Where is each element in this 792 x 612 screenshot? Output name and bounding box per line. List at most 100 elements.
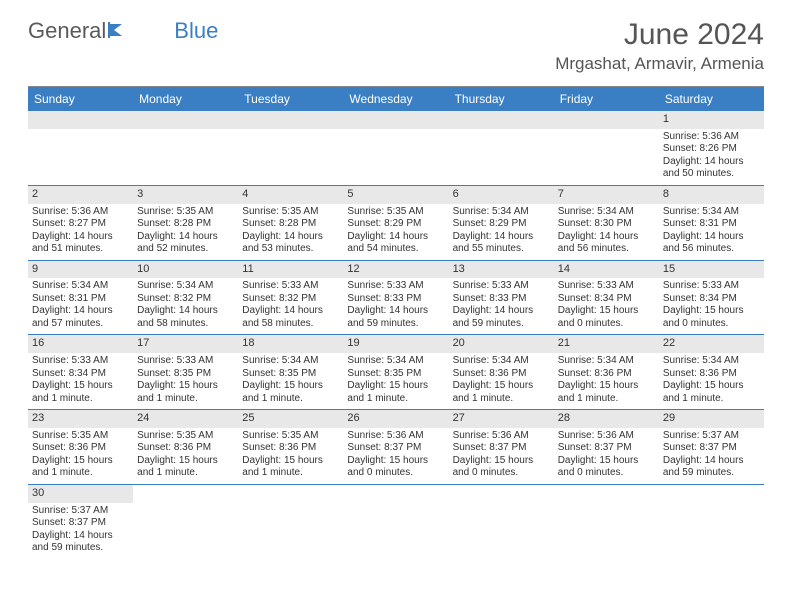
- daylight-text: Daylight: 15 hours: [453, 455, 550, 468]
- day-number: 6: [449, 186, 554, 204]
- day-number: 23: [28, 410, 133, 428]
- sunrise-text: Sunrise: 5:35 AM: [347, 206, 444, 219]
- week-row: 30Sunrise: 5:37 AMSunset: 8:37 PMDayligh…: [28, 485, 764, 559]
- day-number: [238, 485, 343, 503]
- daylight-text: Daylight: 14 hours: [242, 305, 339, 318]
- day-number: 16: [28, 335, 133, 353]
- day-details: Sunrise: 5:36 AMSunset: 8:26 PMDaylight:…: [659, 129, 764, 181]
- sunrise-text: Sunrise: 5:34 AM: [558, 355, 655, 368]
- daylight-text: and 56 minutes.: [663, 243, 760, 256]
- daylight-text: and 1 minute.: [453, 393, 550, 406]
- day-number: 13: [449, 261, 554, 279]
- day-details: Sunrise: 5:35 AMSunset: 8:29 PMDaylight:…: [343, 204, 448, 256]
- day-cell: 17 Sunrise: 5:33 AMSunset: 8:35 PMDayligh…: [133, 335, 238, 410]
- day-details: Sunrise: 5:34 AMSunset: 8:36 PMDaylight:…: [554, 353, 659, 405]
- month-title: June 2024: [555, 18, 764, 52]
- daylight-text: Daylight: 15 hours: [663, 305, 760, 318]
- day-details: Sunrise: 5:34 AMSunset: 8:30 PMDaylight:…: [554, 204, 659, 256]
- day-number: [343, 485, 448, 503]
- day-number: 24: [133, 410, 238, 428]
- day-details: Sunrise: 5:35 AMSunset: 8:36 PMDaylight:…: [238, 428, 343, 480]
- day-header: Sunday: [28, 87, 133, 111]
- sunset-text: Sunset: 8:36 PM: [242, 442, 339, 455]
- sunset-text: Sunset: 8:30 PM: [558, 218, 655, 231]
- sunset-text: Sunset: 8:36 PM: [663, 368, 760, 381]
- sunset-text: Sunset: 8:31 PM: [32, 293, 129, 306]
- sunset-text: Sunset: 8:33 PM: [347, 293, 444, 306]
- daylight-text: Daylight: 14 hours: [32, 305, 129, 318]
- daylight-text: and 0 minutes.: [347, 467, 444, 480]
- daylight-text: Daylight: 15 hours: [242, 455, 339, 468]
- sunset-text: Sunset: 8:32 PM: [137, 293, 234, 306]
- week-row: 16Sunrise: 5:33 AMSunset: 8:34 PMDayligh…: [28, 335, 764, 410]
- day-cell: 5Sunrise: 5:35 AMSunset: 8:29 PMDaylight…: [343, 186, 448, 261]
- empty-cell: [238, 111, 343, 186]
- brand-part2: Blue: [174, 18, 218, 44]
- day-number: [449, 485, 554, 503]
- daylight-text: Daylight: 15 hours: [558, 380, 655, 393]
- daylight-text: Daylight: 14 hours: [558, 231, 655, 244]
- daylight-text: and 1 minute.: [242, 467, 339, 480]
- day-cell: 20Sunrise: 5:34 AMSunset: 8:36 PMDayligh…: [449, 335, 554, 410]
- day-number: 7: [554, 186, 659, 204]
- day-number: 5: [343, 186, 448, 204]
- day-cell: 24Sunrise: 5:35 AMSunset: 8:36 PMDayligh…: [133, 410, 238, 485]
- sunrise-text: Sunrise: 5:33 AM: [137, 355, 234, 368]
- sunrise-text: Sunrise: 5:34 AM: [558, 206, 655, 219]
- day-details: Sunrise: 5:35 AMSunset: 8:36 PMDaylight:…: [28, 428, 133, 480]
- daylight-text: and 0 minutes.: [558, 318, 655, 331]
- daylight-text: Daylight: 15 hours: [32, 380, 129, 393]
- daylight-text: Daylight: 14 hours: [347, 231, 444, 244]
- day-details: Sunrise: 5:35 AMSunset: 8:28 PMDaylight:…: [133, 204, 238, 256]
- empty-cell: [238, 485, 343, 559]
- title-block: June 2024 Mrgashat, Armavir, Armenia: [555, 18, 764, 74]
- daylight-text: Daylight: 14 hours: [453, 305, 550, 318]
- day-details: Sunrise: 5:37 AMSunset: 8:37 PMDaylight:…: [659, 428, 764, 480]
- daylight-text: Daylight: 15 hours: [558, 305, 655, 318]
- daylight-text: and 1 minute.: [32, 467, 129, 480]
- sunset-text: Sunset: 8:34 PM: [663, 293, 760, 306]
- daylight-text: and 58 minutes.: [242, 318, 339, 331]
- sunset-text: Sunset: 8:37 PM: [453, 442, 550, 455]
- daylight-text: and 0 minutes.: [453, 467, 550, 480]
- day-number: 1: [659, 111, 764, 129]
- day-header: Tuesday: [238, 87, 343, 111]
- sunset-text: Sunset: 8:29 PM: [453, 218, 550, 231]
- daylight-text: Daylight: 15 hours: [137, 380, 234, 393]
- day-cell: 10Sunrise: 5:34 AMSunset: 8:32 PMDayligh…: [133, 261, 238, 336]
- daylight-text: and 52 minutes.: [137, 243, 234, 256]
- day-details: Sunrise: 5:33 AMSunset: 8:33 PMDaylight:…: [449, 278, 554, 330]
- sunrise-text: Sunrise: 5:35 AM: [242, 430, 339, 443]
- daylight-text: Daylight: 15 hours: [32, 455, 129, 468]
- sunset-text: Sunset: 8:35 PM: [137, 368, 234, 381]
- week-row: 23Sunrise: 5:35 AMSunset: 8:36 PMDayligh…: [28, 410, 764, 485]
- day-header: Wednesday: [343, 87, 448, 111]
- daylight-text: Daylight: 15 hours: [347, 380, 444, 393]
- sunrise-text: Sunrise: 5:33 AM: [242, 280, 339, 293]
- day-number: [238, 111, 343, 129]
- day-number: 17: [133, 335, 238, 353]
- empty-cell: [659, 485, 764, 559]
- day-cell: 4Sunrise: 5:35 AMSunset: 8:28 PMDaylight…: [238, 186, 343, 261]
- daylight-text: Daylight: 14 hours: [663, 455, 760, 468]
- sunset-text: Sunset: 8:28 PM: [242, 218, 339, 231]
- daylight-text: Daylight: 14 hours: [32, 530, 129, 543]
- sunset-text: Sunset: 8:33 PM: [453, 293, 550, 306]
- day-details: Sunrise: 5:34 AMSunset: 8:35 PMDaylight:…: [238, 353, 343, 405]
- day-details: Sunrise: 5:36 AMSunset: 8:37 PMDaylight:…: [343, 428, 448, 480]
- day-header: Thursday: [449, 87, 554, 111]
- day-number: 10: [133, 261, 238, 279]
- day-number: 4: [238, 186, 343, 204]
- day-number: [449, 111, 554, 129]
- empty-cell: [554, 111, 659, 186]
- sunset-text: Sunset: 8:37 PM: [347, 442, 444, 455]
- day-details: Sunrise: 5:35 AMSunset: 8:28 PMDaylight:…: [238, 204, 343, 256]
- brand-logo: GeneralBlue: [28, 18, 218, 44]
- sunset-text: Sunset: 8:36 PM: [558, 368, 655, 381]
- day-cell: 14Sunrise: 5:33 AMSunset: 8:34 PMDayligh…: [554, 261, 659, 336]
- empty-cell: [343, 485, 448, 559]
- sunrise-text: Sunrise: 5:35 AM: [137, 430, 234, 443]
- daylight-text: and 59 minutes.: [453, 318, 550, 331]
- location-text: Mrgashat, Armavir, Armenia: [555, 54, 764, 74]
- day-number: 15: [659, 261, 764, 279]
